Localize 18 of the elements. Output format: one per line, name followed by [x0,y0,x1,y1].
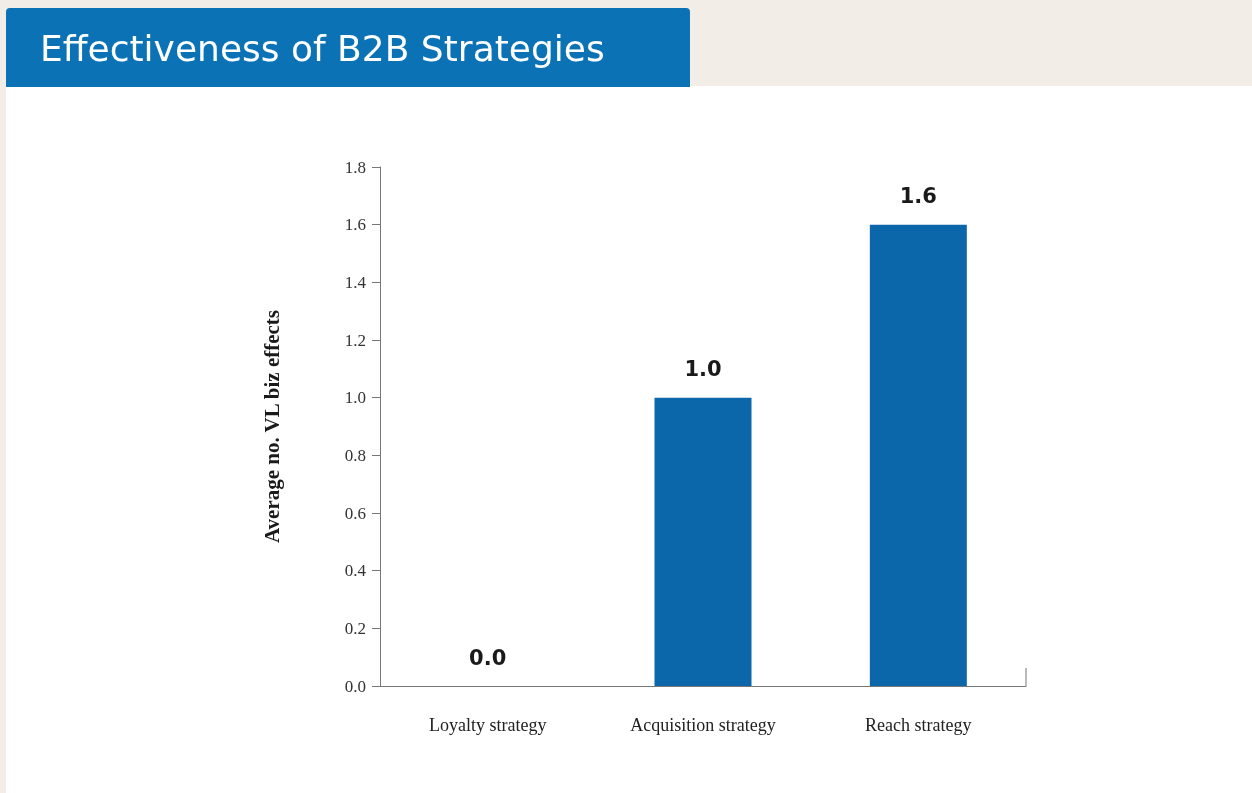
y-tick-label: 0.0 [344,676,366,696]
y-tick-label: 1.2 [344,330,366,350]
chart-title: Effectiveness of B2B Strategies [6,8,690,87]
y-tick-label: 1.8 [344,157,366,177]
y-tick-label: 0.8 [344,445,366,465]
x-tick-label: Acquisition strategy [630,715,776,735]
y-tick-label: 0.4 [344,561,367,581]
y-tick-label: 1.4 [344,272,367,292]
data-label: 0.0 [469,645,507,670]
y-tick-label: 0.6 [344,503,366,523]
y-tick-label: 0.2 [344,618,366,638]
y-tick-label: 1.0 [344,388,366,408]
y-tick-label: 1.6 [344,215,366,235]
x-tick-label: Reach strategy [865,715,972,735]
data-label: 1.0 [684,357,722,382]
x-tick-label: Loyalty strategy [428,715,547,735]
data-label: 1.6 [899,184,937,209]
y-axis-title: Average no. VL biz effects [259,309,284,544]
